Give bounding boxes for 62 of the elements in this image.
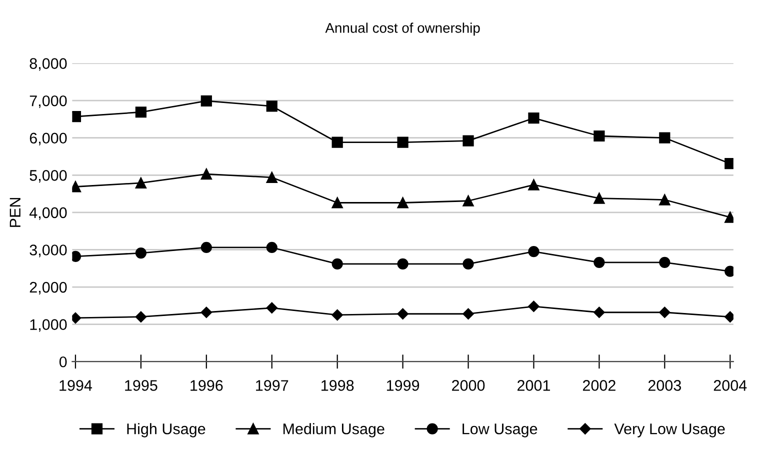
point xyxy=(397,197,408,208)
point xyxy=(135,177,146,189)
point xyxy=(528,300,540,312)
point xyxy=(659,194,670,206)
point xyxy=(266,100,278,112)
point xyxy=(659,306,670,318)
point xyxy=(462,135,474,146)
legend-label: Medium Usage xyxy=(283,423,384,438)
x-tick-label: 2000 xyxy=(452,380,485,391)
point xyxy=(462,258,474,270)
y-tick-label: 0 xyxy=(59,356,67,368)
point xyxy=(528,112,540,124)
x-tick-label: 1994 xyxy=(60,380,92,391)
point xyxy=(594,192,605,204)
point xyxy=(462,308,474,320)
legend-label: Low Usage xyxy=(462,424,538,438)
point xyxy=(528,179,540,190)
y-tick-label: 3,000 xyxy=(30,244,67,258)
point xyxy=(200,168,212,180)
y-tick-label: 4,000 xyxy=(29,207,67,220)
point xyxy=(266,302,278,314)
legend-label: Very Low Usage xyxy=(614,424,725,438)
point xyxy=(135,311,147,322)
point xyxy=(332,258,343,270)
y-tick-label: 1,000 xyxy=(30,319,67,332)
y-tick-label: 2,000 xyxy=(30,282,67,295)
y-tick-label: 5,000 xyxy=(30,170,67,183)
x-tick-label: 2002 xyxy=(582,380,616,391)
point xyxy=(200,306,212,318)
x-tick-label: 1995 xyxy=(125,380,158,391)
point xyxy=(397,136,408,148)
point xyxy=(659,256,670,268)
x-tick-label: 1997 xyxy=(256,380,288,391)
y-tick-label: 8,000 xyxy=(30,58,67,71)
point xyxy=(266,172,278,183)
legend-label: High Usage xyxy=(127,423,206,438)
point xyxy=(397,308,408,320)
x-tick-label: 2001 xyxy=(518,380,550,391)
point xyxy=(135,106,146,118)
x-tick-label: 1998 xyxy=(322,380,354,391)
point xyxy=(397,258,408,270)
point xyxy=(528,246,540,258)
x-tick-label: 1999 xyxy=(386,380,420,391)
point xyxy=(200,242,212,254)
point xyxy=(332,197,343,208)
y-axis-title: PEN xyxy=(10,198,20,227)
chart-title: Annual cost of ownership xyxy=(325,22,480,36)
point xyxy=(659,132,670,144)
point xyxy=(200,95,212,106)
y-tick-label: 6,000 xyxy=(30,132,67,146)
y-tick-label: 7,000 xyxy=(30,95,67,108)
point xyxy=(135,248,146,259)
x-tick-label: 2003 xyxy=(648,380,681,391)
point xyxy=(462,195,474,206)
x-tick-label: 1996 xyxy=(190,380,223,391)
x-tick-label: 2004 xyxy=(714,380,747,391)
point xyxy=(266,242,278,254)
point xyxy=(594,130,605,142)
point xyxy=(594,256,605,268)
point xyxy=(332,136,343,148)
point xyxy=(332,309,343,321)
point xyxy=(594,306,605,318)
